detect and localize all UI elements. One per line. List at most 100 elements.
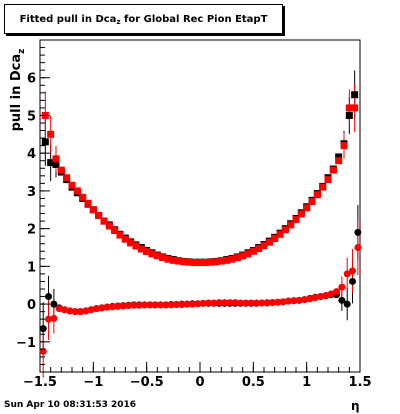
sigma-point bbox=[217, 257, 225, 265]
chart-title: Fitted pull in Dcaz for Global Rec Pion … bbox=[19, 14, 268, 26]
mean-point bbox=[205, 299, 213, 307]
timestamp: Sun Apr 10 08:31:53 2016 bbox=[4, 400, 137, 410]
mean-point bbox=[349, 277, 357, 285]
mean-point bbox=[93, 305, 101, 313]
sigma-point bbox=[52, 155, 60, 163]
sigma-point bbox=[207, 258, 215, 266]
mean-point bbox=[263, 299, 271, 307]
mean-point bbox=[295, 296, 303, 304]
sigma-point bbox=[287, 221, 295, 229]
mean-point bbox=[109, 303, 117, 311]
sigma-point bbox=[281, 226, 289, 234]
mean-point bbox=[125, 302, 133, 310]
mean-point bbox=[322, 291, 330, 299]
mean-point bbox=[290, 297, 298, 305]
sigma-point bbox=[324, 176, 332, 184]
mean-point bbox=[82, 307, 90, 315]
sigma-point bbox=[116, 231, 124, 239]
x-tick-label: 1 bbox=[302, 375, 311, 390]
sigma-point bbox=[100, 217, 108, 225]
sigma-point bbox=[260, 242, 268, 250]
sigma-point bbox=[329, 166, 337, 174]
x-axis-label: η bbox=[351, 399, 360, 413]
x-tick-label: −1.5 bbox=[23, 375, 57, 390]
sigma-point bbox=[52, 161, 60, 168]
sigma-point bbox=[143, 248, 151, 256]
sigma-point bbox=[255, 245, 263, 253]
y-tick-label: 1 bbox=[27, 260, 36, 275]
sigma-point bbox=[127, 239, 135, 247]
sigma-point bbox=[265, 238, 273, 246]
sigma-point bbox=[185, 258, 193, 266]
sigma-point bbox=[249, 247, 257, 255]
mean-point bbox=[349, 267, 357, 275]
mean-point bbox=[146, 301, 154, 309]
mean-point bbox=[50, 314, 58, 322]
sigma-point bbox=[159, 254, 167, 262]
mean-point bbox=[279, 298, 287, 306]
x-tick-label: 1.5 bbox=[348, 375, 371, 390]
sigma-point bbox=[239, 252, 247, 260]
mean-point bbox=[317, 293, 325, 301]
sigma-point bbox=[345, 104, 353, 112]
sigma-point bbox=[233, 254, 241, 262]
mean-point bbox=[285, 297, 293, 305]
mean-point bbox=[71, 308, 79, 316]
mean-point bbox=[157, 301, 165, 309]
mean-point bbox=[215, 299, 223, 307]
sigma-point bbox=[276, 230, 284, 238]
sigma-point bbox=[212, 258, 220, 266]
sigma-point bbox=[68, 181, 76, 189]
mean-point bbox=[226, 299, 234, 307]
mean-point bbox=[199, 299, 207, 307]
mean-point bbox=[167, 301, 175, 309]
mean-point bbox=[301, 296, 309, 304]
sigma-point bbox=[84, 199, 92, 207]
sigma-point bbox=[41, 138, 49, 146]
x-tick-label: 0.5 bbox=[242, 375, 265, 390]
sigma-point bbox=[196, 259, 204, 267]
mean-point bbox=[221, 299, 229, 307]
sigma-point bbox=[308, 197, 316, 205]
mean-point bbox=[119, 302, 127, 310]
sigma-point bbox=[105, 222, 113, 230]
sigma-point bbox=[351, 91, 359, 99]
mean-point bbox=[87, 306, 95, 314]
mean-point bbox=[274, 298, 282, 306]
y-tick-label: 3 bbox=[27, 185, 36, 200]
mean-point bbox=[253, 299, 261, 307]
mean-point bbox=[338, 283, 346, 291]
sigma-point bbox=[79, 193, 87, 201]
mean-point bbox=[103, 303, 111, 311]
sigma-point bbox=[313, 191, 321, 199]
mean-point bbox=[354, 244, 362, 251]
sigma-point bbox=[47, 130, 55, 138]
sigma-point bbox=[137, 245, 145, 253]
x-tick-label: 0 bbox=[195, 375, 204, 390]
mean-point bbox=[242, 299, 250, 307]
sigma-point bbox=[57, 166, 65, 174]
sigma-point bbox=[201, 259, 209, 267]
sigma-point bbox=[297, 210, 305, 218]
mean-point bbox=[231, 299, 239, 307]
mean-point bbox=[39, 325, 47, 333]
y-tick-label: 5 bbox=[27, 109, 36, 124]
mean-point bbox=[258, 299, 266, 307]
mean-point bbox=[338, 296, 346, 304]
sigma-point bbox=[244, 250, 252, 258]
mean-point bbox=[114, 302, 122, 310]
mean-point bbox=[173, 300, 181, 308]
sigma-point bbox=[191, 259, 199, 267]
sigma-point bbox=[121, 235, 129, 243]
mean-point bbox=[98, 304, 106, 312]
tick-labels: −1.5 −1 −0.5 0 0.5 1 1.5 −1 0 1 2 3 4 5 6 bbox=[16, 72, 371, 390]
mean-point bbox=[141, 301, 149, 309]
sigma-point bbox=[175, 257, 183, 265]
sigma-point bbox=[319, 183, 327, 191]
y-tick-label: −1 bbox=[16, 336, 36, 351]
mean-point bbox=[237, 299, 245, 307]
mean-point bbox=[247, 299, 255, 307]
mean-point bbox=[61, 306, 69, 314]
error-bars bbox=[40, 70, 361, 378]
